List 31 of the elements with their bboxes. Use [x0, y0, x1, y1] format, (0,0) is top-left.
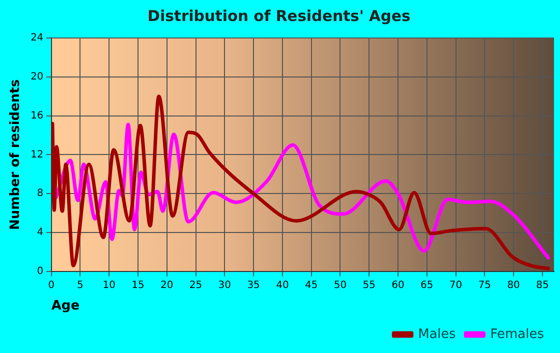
x-axis-title: Age — [51, 298, 80, 314]
legend-label: Females — [490, 326, 544, 342]
x-tick-label: 40 — [276, 280, 289, 291]
y-tick-label: 12 — [30, 149, 44, 160]
x-tick-label: 0 — [48, 280, 55, 291]
line-series — [51, 94, 550, 270]
x-tick-label: 80 — [507, 280, 520, 291]
x-tick-label: 35 — [247, 280, 260, 291]
y-tick-label: 16 — [30, 110, 44, 122]
y-axis-title: Number of residents — [8, 79, 24, 230]
x-tick-label: 30 — [218, 280, 232, 291]
x-tick-label: 75 — [478, 280, 492, 291]
x-tick-label: 10 — [102, 280, 116, 291]
legend-label: Males — [418, 326, 456, 342]
chart-title: Distribution of Residents' Ages — [148, 6, 411, 25]
x-tick-label: 50 — [334, 280, 347, 291]
x-tick-label: 5 — [77, 280, 84, 291]
x-tick-label: 45 — [304, 280, 318, 291]
x-tick-label: 85 — [536, 280, 549, 291]
x-tick-label: 25 — [189, 280, 202, 291]
x-tick-label: 20 — [160, 280, 174, 291]
x-tick-label: 55 — [362, 280, 376, 291]
y-tick-label: 8 — [36, 188, 44, 200]
y-tick-label: 24 — [30, 32, 44, 44]
y-tick-label: 4 — [36, 227, 44, 238]
x-tick-label: 15 — [132, 280, 144, 291]
y-tick-label: 20 — [30, 71, 44, 82]
x-tick-label: 70 — [449, 280, 462, 291]
x-tick-label: 65 — [420, 280, 434, 291]
y-tick-label: 0 — [36, 266, 44, 277]
x-tick-label: 60 — [392, 280, 404, 291]
